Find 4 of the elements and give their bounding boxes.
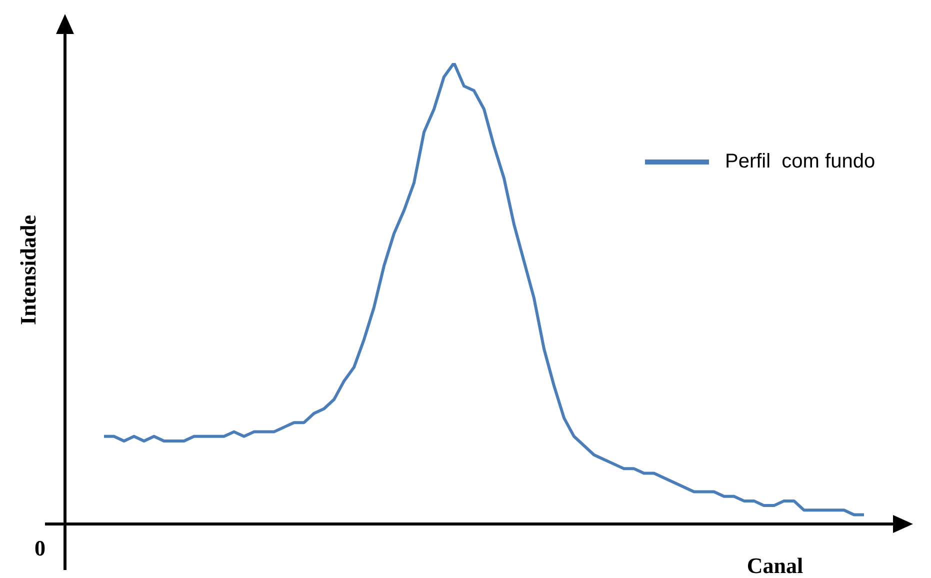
text: 0	[34, 536, 46, 561]
legend-label: Perfil com fundo	[725, 150, 876, 173]
x-axis-title: Canal	[746, 553, 804, 578]
y-axis-title: Intensidade	[16, 214, 41, 326]
